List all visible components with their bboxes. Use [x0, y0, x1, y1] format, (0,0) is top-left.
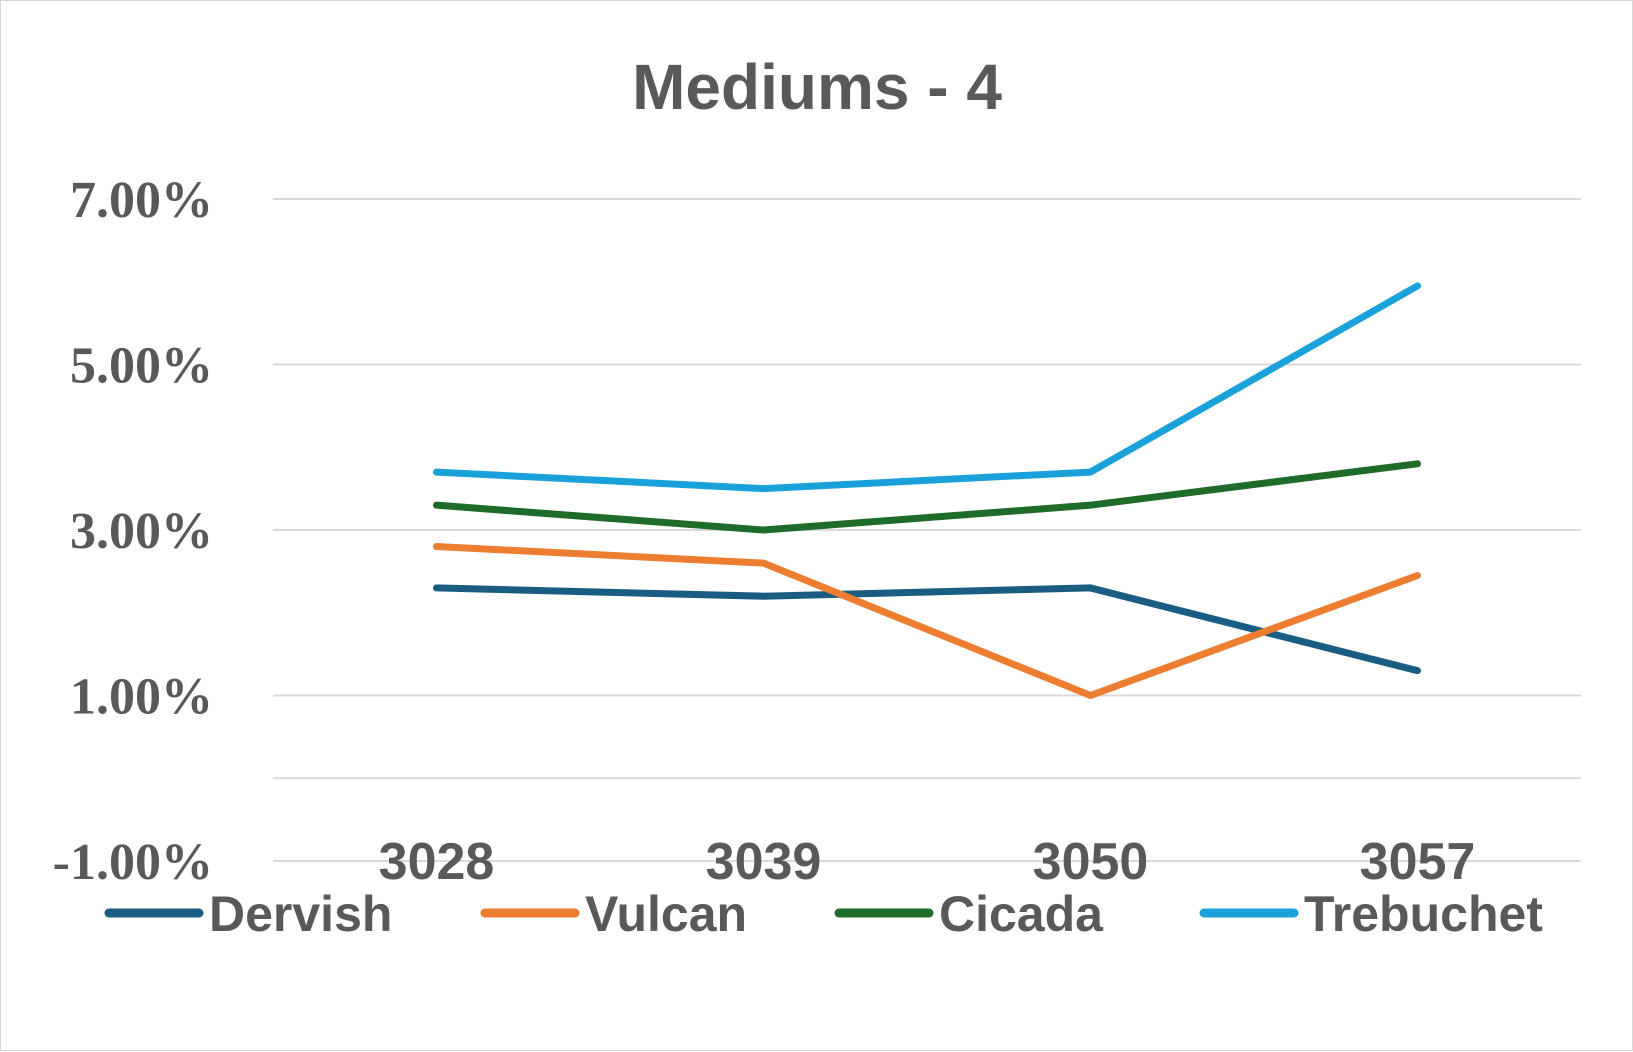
legend-label-cicada: Cicada [939, 886, 1104, 942]
series-line-vulcan [433, 543, 1421, 699]
x-axis-tick-labels: 3028 3039 3050 3057 [379, 833, 1476, 891]
series-lines [433, 282, 1421, 699]
y-axis-tick-labels: -1.00% 1.00% 3.00% 5.00% 7.00% [53, 172, 213, 891]
x-tick-label-0: 3028 [379, 833, 495, 891]
y-tick-label-3: 5.00% [70, 338, 213, 395]
series-line-cicada [433, 460, 1421, 534]
gridlines [273, 198, 1581, 862]
legend: Dervish Vulcan Cicada Trebuchet [104, 886, 1543, 942]
series-line-trebuchet [433, 282, 1421, 493]
chart-title: Mediums - 4 [632, 51, 1002, 123]
y-tick-label-1: 1.00% [70, 669, 213, 726]
series-line-dervish [433, 584, 1421, 675]
y-tick-label-0: -1.00% [53, 834, 213, 891]
legend-label-trebuchet: Trebuchet [1304, 886, 1543, 942]
x-tick-label-1: 3039 [706, 833, 822, 891]
legend-label-dervish: Dervish [209, 886, 392, 942]
x-tick-label-2: 3050 [1033, 833, 1149, 891]
x-tick-label-3: 3057 [1360, 833, 1476, 891]
y-tick-label-4: 7.00% [70, 172, 213, 229]
legend-label-vulcan: Vulcan [585, 886, 747, 942]
y-tick-label-2: 3.00% [70, 503, 213, 560]
